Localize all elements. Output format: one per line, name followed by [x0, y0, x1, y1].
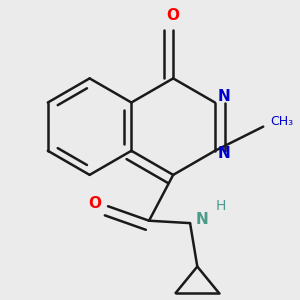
Text: H: H [215, 199, 226, 213]
Text: N: N [217, 146, 230, 161]
Text: CH₃: CH₃ [270, 115, 294, 128]
Text: O: O [88, 196, 101, 211]
Text: N: N [217, 89, 230, 104]
Text: O: O [167, 8, 180, 23]
Text: N: N [196, 212, 208, 227]
